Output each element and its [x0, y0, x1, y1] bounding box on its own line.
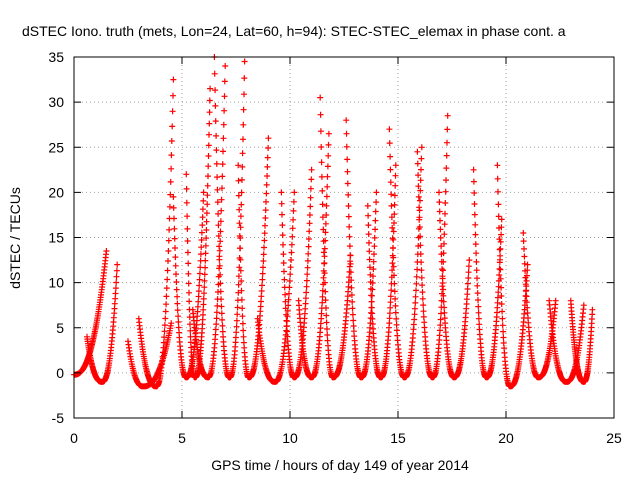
pass-markers — [386, 126, 425, 381]
chart-title: dSTEC Iono. truth (mets, Lon=24, Lat=60,… — [22, 23, 566, 39]
y-tick-label: -5 — [52, 410, 65, 426]
pass-markers — [211, 54, 248, 381]
pass-markers — [317, 94, 354, 381]
pass-markers — [254, 189, 298, 385]
y-tick-label: 30 — [48, 94, 64, 110]
pass-markers — [436, 189, 473, 381]
y-tick-label: 15 — [48, 230, 64, 246]
x-tick-label: 20 — [498, 430, 514, 446]
x-axis-ticks: 0 5 10 15 20 25 — [70, 57, 622, 446]
data-markers — [71, 54, 596, 390]
y-axis-label: dSTEC / TECUs — [7, 187, 23, 289]
pass-markers — [494, 162, 531, 390]
y-tick-label: 0 — [56, 365, 64, 381]
pass-markers — [235, 135, 272, 381]
pass-markers — [414, 112, 451, 381]
pass-markers — [84, 261, 121, 385]
x-tick-label: 5 — [178, 430, 186, 446]
y-tick-label: 20 — [48, 184, 64, 200]
y-tick-label: 25 — [48, 139, 64, 155]
x-tick-label: 10 — [282, 430, 298, 446]
x-tick-label: 15 — [390, 430, 406, 446]
y-tick-label: 35 — [48, 49, 64, 65]
y-tick-label: 5 — [56, 320, 64, 336]
y-tick-label: 10 — [48, 275, 64, 291]
pass-markers — [470, 166, 505, 381]
pass-markers — [343, 117, 380, 381]
pass-markers — [295, 130, 332, 381]
pass-markers — [567, 297, 596, 385]
y-axis-ticks: -5 0 5 10 15 20 25 30 35 — [48, 49, 614, 426]
x-axis-label: GPS time / hours of day 149 of year 2014 — [211, 457, 469, 473]
x-tick-label: 25 — [606, 430, 622, 446]
x-tick-label: 0 — [70, 430, 78, 446]
pass-markers — [135, 76, 177, 390]
